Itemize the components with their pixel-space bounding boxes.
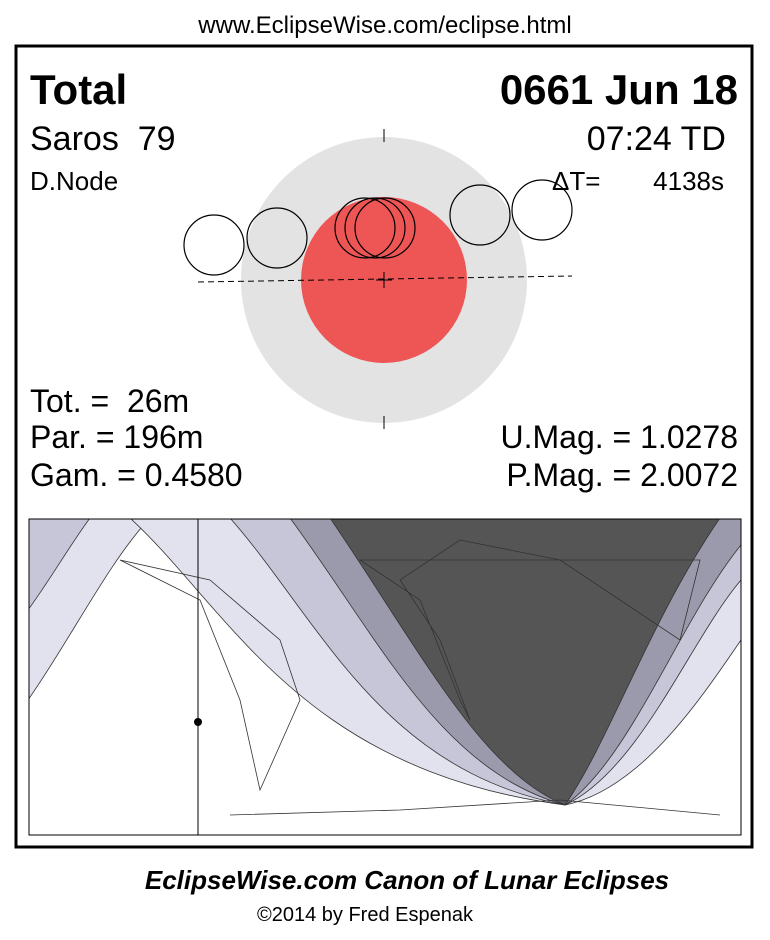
coast xyxy=(358,539,701,721)
time: 07:24 TD xyxy=(587,120,726,158)
footer-title: EclipseWise.com Canon of Lunar Eclipses xyxy=(145,865,669,895)
saros: Saros 79 xyxy=(30,120,176,158)
date: 0661 Jun 18 xyxy=(500,66,738,113)
moon xyxy=(344,197,406,259)
zone xyxy=(29,519,90,610)
moon xyxy=(183,214,245,276)
par: Par. = 196m xyxy=(30,419,203,455)
moon xyxy=(246,207,308,269)
moon-path xyxy=(197,275,573,283)
greatest-eclipse-point xyxy=(194,718,202,726)
moon xyxy=(354,197,416,259)
moon xyxy=(511,179,573,241)
url: www.EclipseWise.com/eclipse.html xyxy=(197,12,571,39)
eclipse-diagram xyxy=(183,129,573,429)
map-border xyxy=(28,518,742,836)
delta-t-label: ΔT= xyxy=(552,166,600,196)
moon xyxy=(449,184,511,246)
tot: Tot. = 26m xyxy=(30,383,189,419)
coast xyxy=(229,799,721,816)
pmag: P.Mag. = 2.0072 xyxy=(506,457,738,493)
umag: U.Mag. = 1.0278 xyxy=(501,419,738,455)
node: D.Node xyxy=(30,166,118,196)
delta-t-value: 4138s xyxy=(653,166,724,196)
copyright: ©2014 by Fred Espenak xyxy=(257,904,474,926)
moon xyxy=(334,197,396,259)
gam: Gam. = 0.4580 xyxy=(30,457,243,493)
coast xyxy=(119,559,301,792)
zone xyxy=(330,519,720,806)
eclipse-type: Total xyxy=(30,66,127,113)
visibility-map xyxy=(28,518,742,836)
